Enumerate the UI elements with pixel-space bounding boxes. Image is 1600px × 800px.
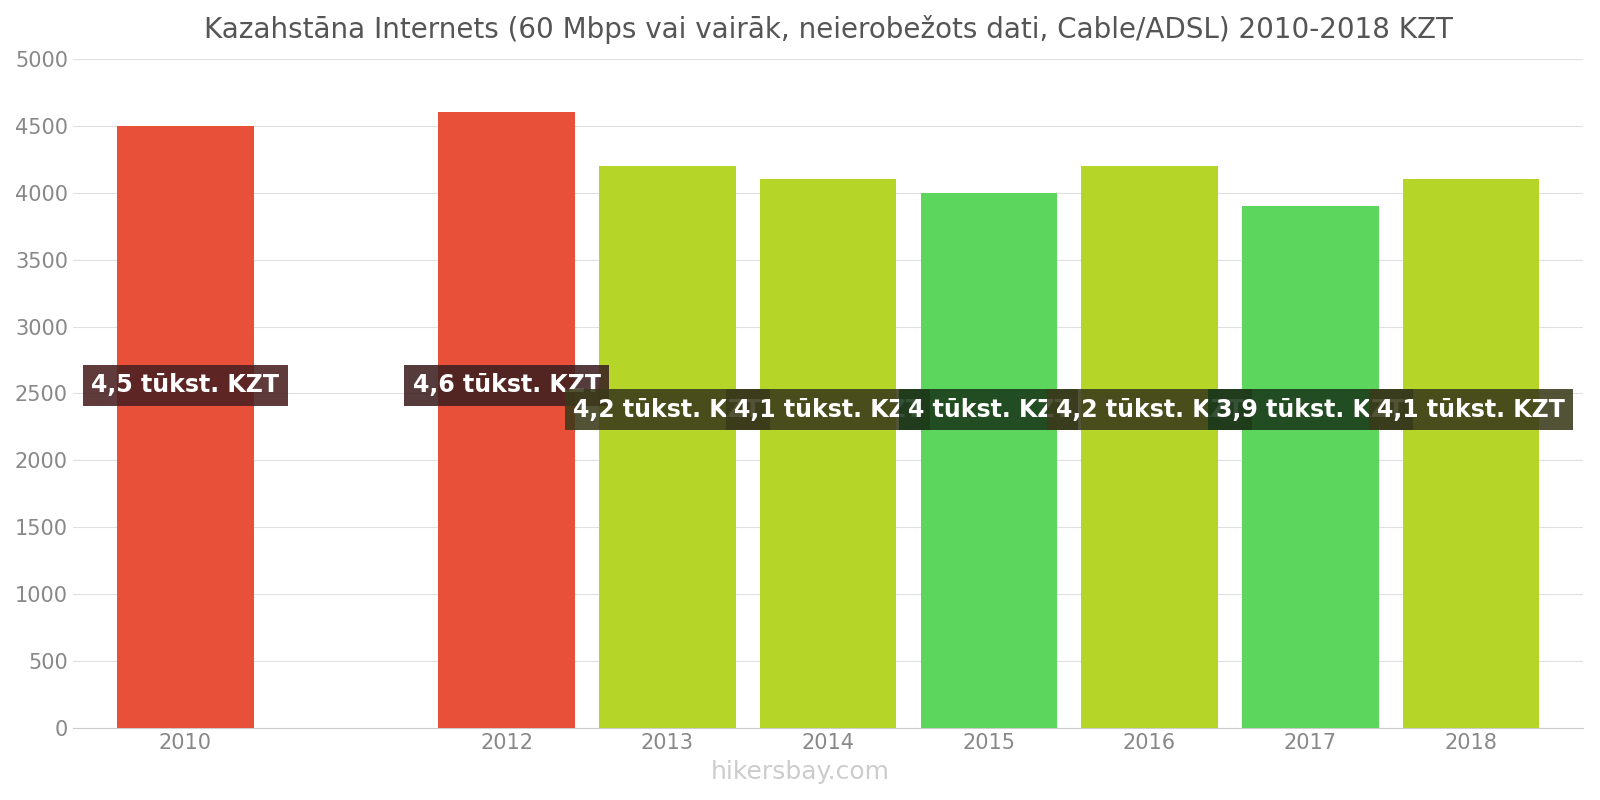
Bar — [1082, 166, 1218, 728]
Text: 4,2 tūkst. KZT: 4,2 tūkst. KZT — [573, 398, 762, 422]
Bar — [117, 126, 254, 728]
Text: 4,6 tūkst. KZT: 4,6 tūkst. KZT — [413, 374, 600, 398]
Text: 4,1 tūkst. KZT: 4,1 tūkst. KZT — [734, 398, 922, 422]
Text: 4,1 tūkst. KZT: 4,1 tūkst. KZT — [1378, 398, 1565, 422]
Text: 4,5 tūkst. KZT: 4,5 tūkst. KZT — [91, 374, 280, 398]
Bar — [1403, 179, 1539, 728]
Title: Kazahstāna Internets (60 Mbps vai vairāk, neierobežots dati, Cable/ADSL) 2010-20: Kazahstāna Internets (60 Mbps vai vairāk… — [203, 15, 1453, 44]
Text: 3,9 tūkst. KZT: 3,9 tūkst. KZT — [1216, 398, 1405, 422]
Text: hikersbay.com: hikersbay.com — [710, 760, 890, 784]
Text: 4 tūkst. KZT: 4 tūkst. KZT — [907, 398, 1070, 422]
Bar — [1242, 206, 1379, 728]
Text: 4,2 tūkst. KZT: 4,2 tūkst. KZT — [1056, 398, 1243, 422]
Bar — [598, 166, 736, 728]
Bar — [438, 112, 574, 728]
Bar — [760, 179, 896, 728]
Bar — [920, 193, 1058, 728]
